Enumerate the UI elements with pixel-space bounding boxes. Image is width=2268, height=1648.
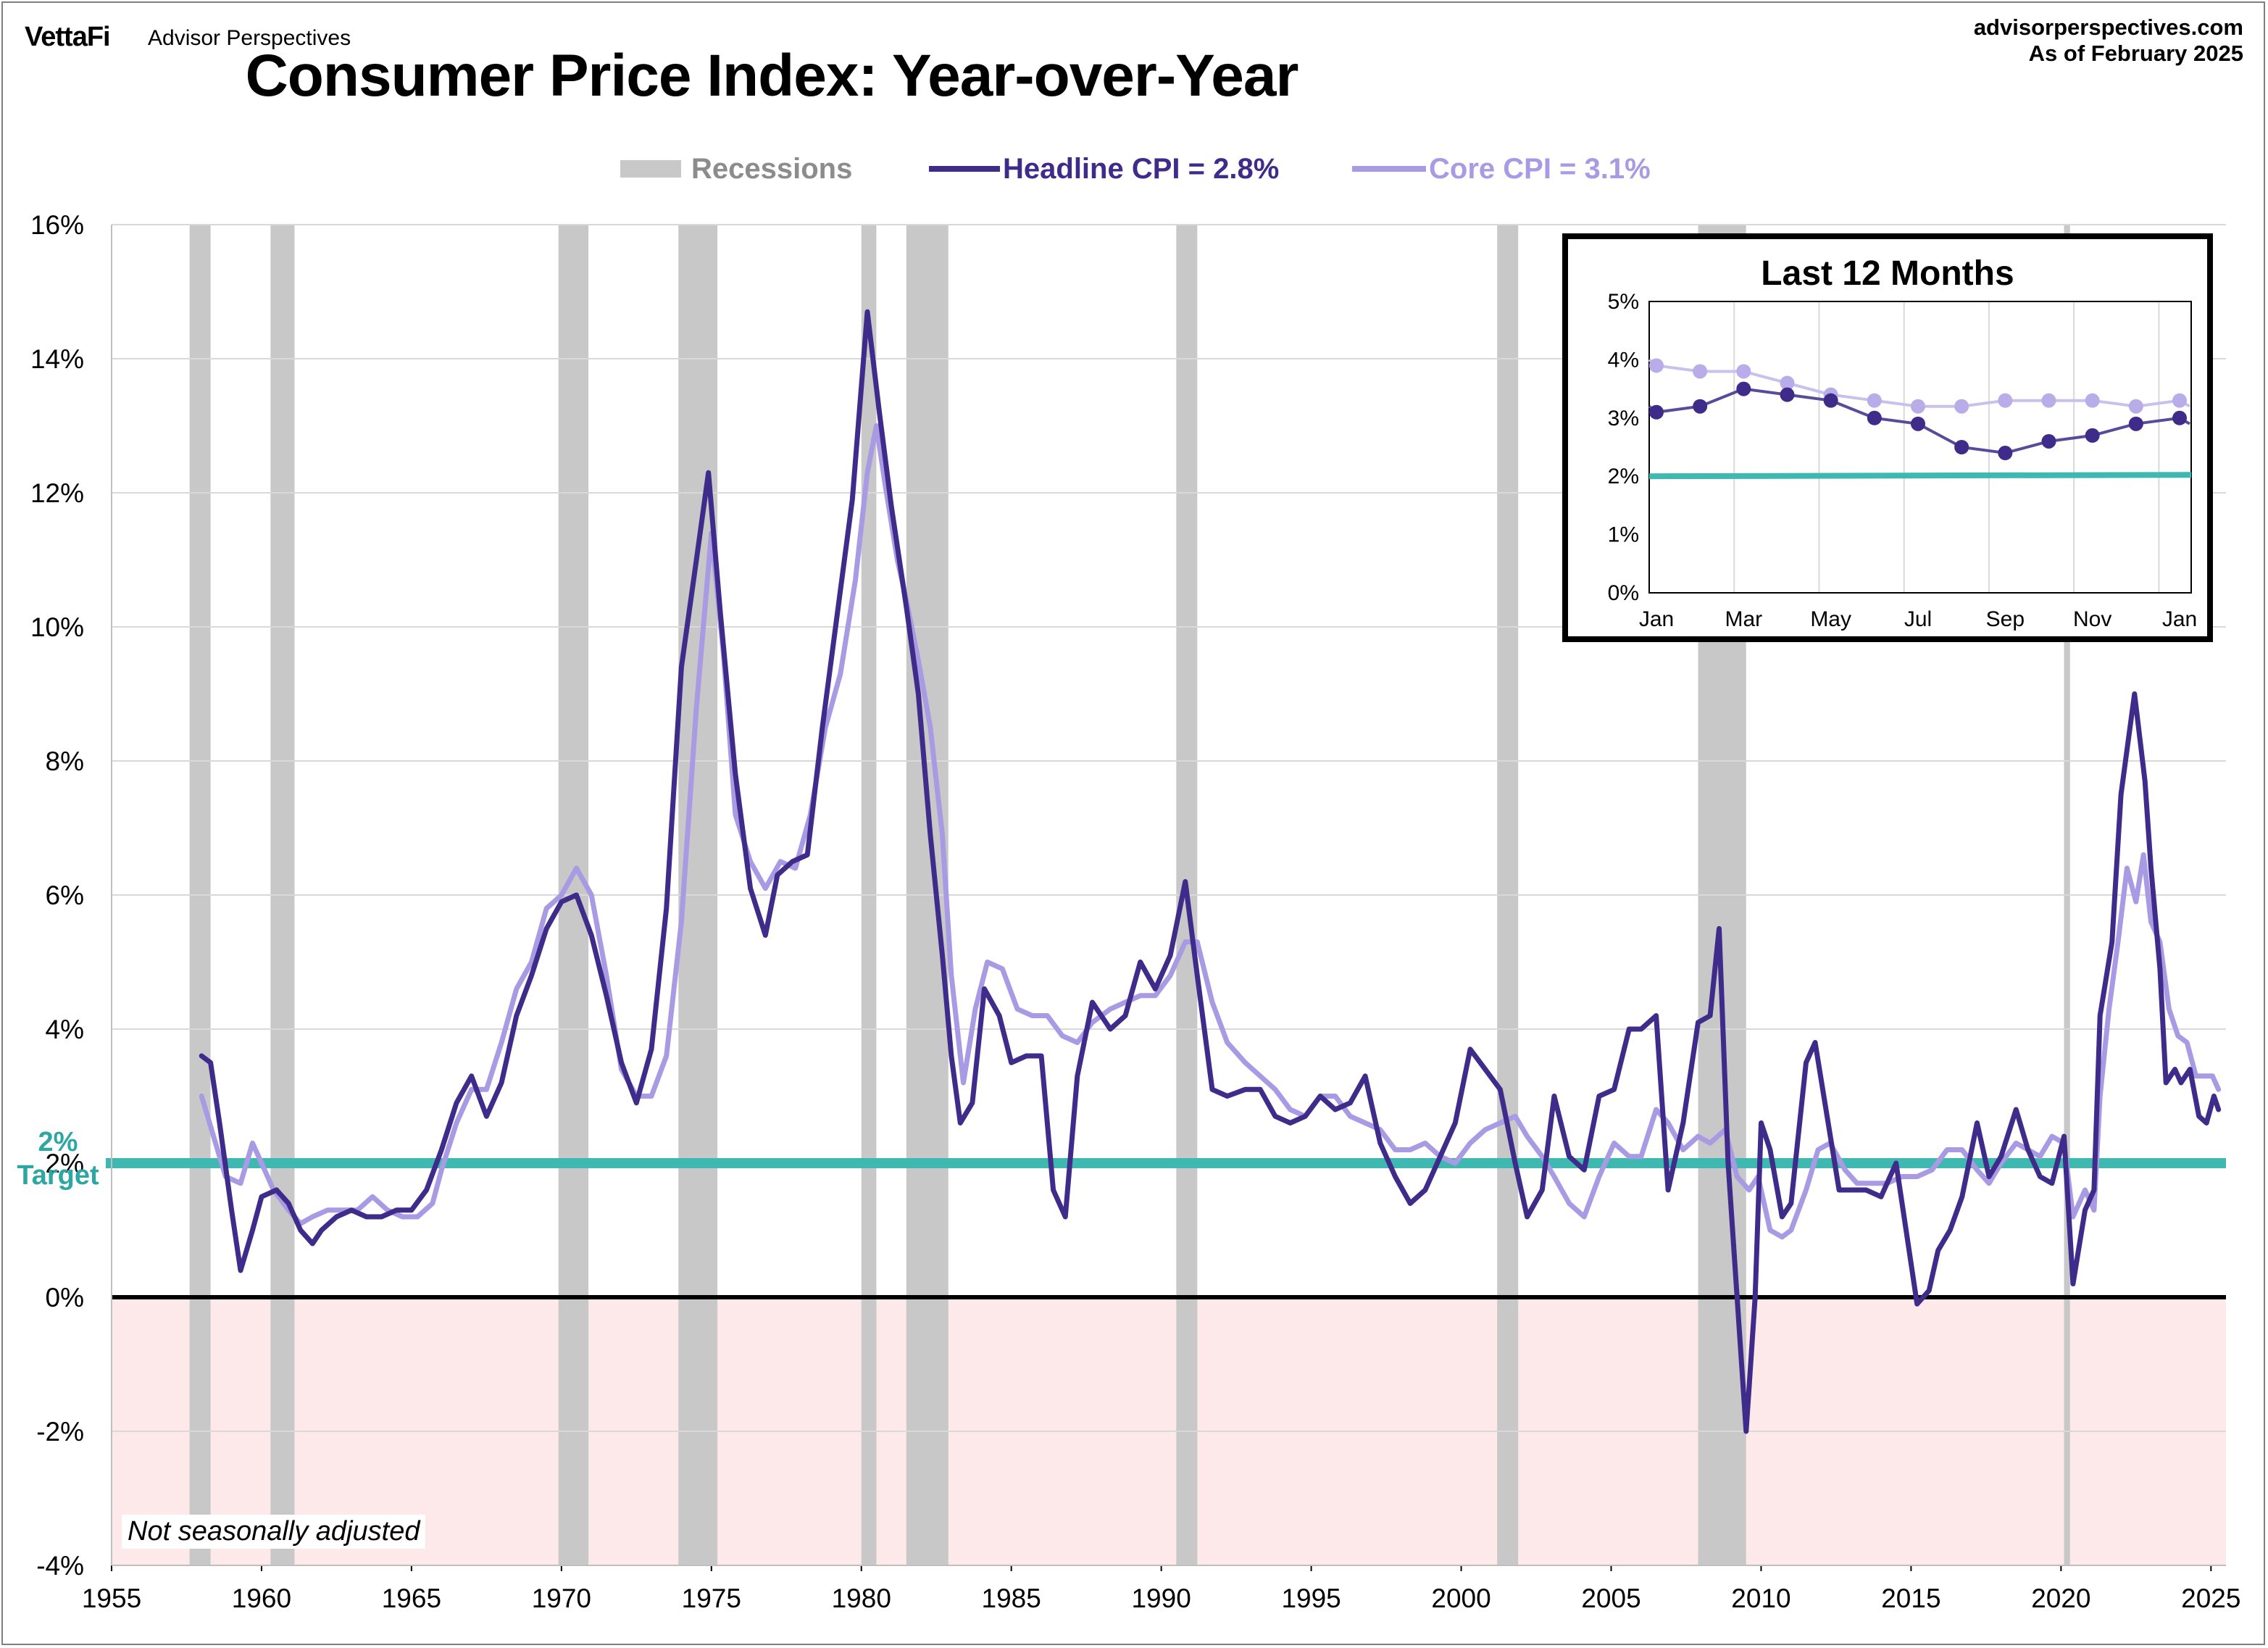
legend-recessions-swatch bbox=[620, 160, 681, 178]
x-tick-label: 1960 bbox=[232, 1584, 291, 1613]
inset-core-point bbox=[2172, 393, 2187, 408]
inset-headline-point bbox=[1867, 410, 1882, 425]
x-tick-label: 1970 bbox=[532, 1584, 591, 1613]
site-url: advisorperspectives.com bbox=[1973, 14, 2243, 40]
y-tick-label: 6% bbox=[46, 881, 84, 910]
brand-logo: VettaFi bbox=[25, 22, 111, 52]
inset-core-point bbox=[2128, 399, 2143, 414]
as-of-date: As of February 2025 bbox=[2028, 41, 2243, 66]
target-label-percent: 2% bbox=[38, 1127, 78, 1157]
inset-core-point bbox=[1736, 364, 1751, 379]
inset-core-point bbox=[1780, 375, 1795, 391]
inset-headline-point bbox=[1954, 440, 1969, 454]
inset-x-tick-label: Jan bbox=[2162, 607, 2197, 631]
inset-y-tick-label: 3% bbox=[1608, 407, 1639, 430]
source-info: advisorperspectives.com As of February 2… bbox=[1974, 14, 2243, 67]
inset-headline-point bbox=[1649, 404, 1664, 420]
x-tick-label: 1995 bbox=[1281, 1584, 1341, 1613]
inset-core-point bbox=[1998, 393, 2013, 408]
brand-subtitle: Advisor Perspectives bbox=[148, 26, 351, 50]
inset-title: Last 12 Months bbox=[1761, 254, 2014, 293]
x-tick-label: 2000 bbox=[1431, 1584, 1491, 1613]
inset-chart-svg: 0% 1% 2% 3% 4% 5% Jan Mar May Jul Sep Nov Jan bbox=[1608, 290, 2198, 631]
inset-y-tick-label: 4% bbox=[1608, 348, 1639, 372]
legend-headline-swatch bbox=[929, 166, 1000, 172]
inset-x-tick-label: May bbox=[1810, 607, 1851, 631]
x-tick-label: 1980 bbox=[832, 1584, 891, 1613]
y-tick-label: 0% bbox=[46, 1283, 84, 1312]
x-tick-label: 1990 bbox=[1131, 1584, 1191, 1613]
inset-headline-point bbox=[1693, 399, 1708, 414]
seasonal-note: Not seasonally adjusted bbox=[122, 1515, 426, 1549]
inset-headline-point bbox=[2085, 428, 2100, 443]
x-tick-label: 2020 bbox=[2031, 1584, 2090, 1613]
inset-y-tick-label: 1% bbox=[1608, 523, 1639, 547]
y-tick-label: -2% bbox=[36, 1417, 84, 1447]
x-tick-label: 2010 bbox=[1731, 1584, 1790, 1613]
legend-core-swatch bbox=[1352, 166, 1426, 172]
inset-core-point bbox=[1867, 393, 1882, 408]
inset-headline-point bbox=[1736, 381, 1751, 396]
x-tick-label: 1985 bbox=[982, 1584, 1041, 1613]
inset-headline-point bbox=[1998, 446, 2013, 461]
inset-core-point bbox=[1649, 358, 1664, 373]
inset-core-point bbox=[1911, 399, 1925, 414]
x-tick-label: 1965 bbox=[382, 1584, 441, 1613]
legend-headline-label: Headline CPI = 2.8% bbox=[1003, 152, 1280, 185]
inset-headline-point bbox=[2041, 433, 2056, 449]
legend-core-label: Core CPI = 3.1% bbox=[1429, 152, 1651, 185]
inset-core-point bbox=[2085, 393, 2100, 408]
inset-x-tick-label: Mar bbox=[1725, 607, 1762, 631]
target-annotation: 2% Target bbox=[7, 1125, 109, 1192]
inset-last-12-months: Last 12 Months 0% 1% 2% 3% 4% 5% Jan Mar May Jul S… bbox=[1562, 233, 2213, 642]
inset-y-tick-label: 0% bbox=[1608, 581, 1639, 605]
y-tick-label: 2% bbox=[46, 1149, 84, 1178]
headline-cpi-line bbox=[199, 309, 2222, 1434]
y-tick-label: 10% bbox=[30, 612, 84, 642]
y-tick-label: 14% bbox=[30, 344, 84, 374]
legend-recessions-label: Recessions bbox=[691, 152, 853, 185]
inset-y-tick-label: 2% bbox=[1608, 465, 1639, 488]
legend-recessions: Recessions bbox=[620, 151, 852, 187]
y-tick-label: -4% bbox=[36, 1551, 84, 1581]
x-tick-label: 1975 bbox=[682, 1584, 741, 1613]
inset-core-point bbox=[1954, 399, 1969, 414]
x-tick-label: 2015 bbox=[1881, 1584, 1940, 1613]
inset-core-point bbox=[1693, 364, 1708, 379]
legend-headline: Headline CPI = 2.8% bbox=[929, 151, 1279, 187]
inset-headline-point bbox=[1823, 393, 1838, 408]
x-tick-label: 1955 bbox=[82, 1584, 141, 1613]
y-tick-label: 4% bbox=[46, 1015, 84, 1044]
target-label-word: Target bbox=[17, 1160, 99, 1191]
inset-core-point bbox=[2041, 393, 2056, 408]
inset-target-line bbox=[1648, 472, 2192, 480]
inset-x-tick-label: Jul bbox=[1904, 607, 1932, 631]
inset-x-tick-label: Nov bbox=[2073, 607, 2111, 631]
inset-x-tick-label: Jan bbox=[1639, 607, 1674, 631]
inset-headline-point bbox=[1911, 416, 1925, 431]
y-tick-label: 12% bbox=[30, 478, 84, 508]
inset-headline-point bbox=[1780, 387, 1795, 402]
core-cpi-line bbox=[199, 423, 2222, 1240]
x-tick-label: 2005 bbox=[1581, 1584, 1640, 1613]
inset-headline-point bbox=[2128, 416, 2143, 431]
inset-headline-point bbox=[2172, 410, 2187, 425]
y-tick-label: 16% bbox=[30, 210, 84, 240]
inset-x-tick-label: Sep bbox=[1986, 607, 2025, 631]
legend-core: Core CPI = 3.1% bbox=[1352, 151, 1651, 187]
y-tick-label: 8% bbox=[46, 746, 84, 776]
inset-y-tick-label: 5% bbox=[1608, 290, 1639, 314]
inset-plot-border bbox=[1648, 301, 2192, 594]
chart-title: Consumer Price Index: Year-over-Year bbox=[245, 43, 1299, 109]
x-tick-label: 2025 bbox=[2181, 1584, 2240, 1613]
